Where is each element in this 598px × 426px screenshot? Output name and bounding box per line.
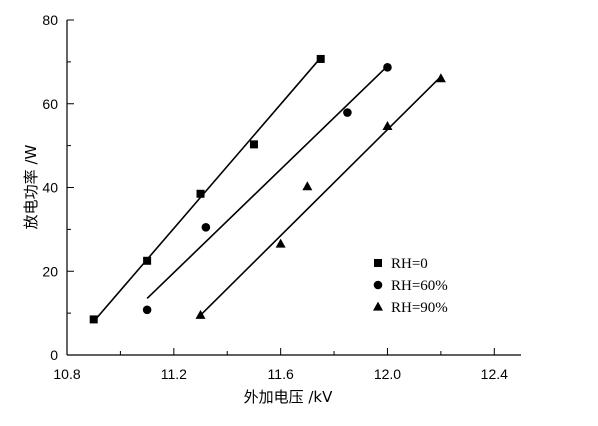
legend-marker-triangle — [373, 301, 383, 311]
y-axis-title: 放电功率 /W — [22, 145, 40, 230]
fit-line-triangle — [199, 75, 442, 316]
x-tick-label: 12.0 — [374, 366, 401, 382]
axes: 10.8 11.2 11.6 12.0 12.4 0 20 40 60 80 — [42, 12, 521, 382]
data-markers — [89, 54, 446, 324]
data-point-square — [89, 315, 98, 324]
legend-label: RH=0 — [391, 256, 428, 272]
y-tick-label: 20 — [42, 263, 58, 279]
data-point-circle — [343, 108, 352, 117]
x-tick-label: 12.4 — [481, 366, 508, 382]
legend-label: RH=60% — [391, 278, 448, 294]
legend: RH=0 RH=60% RH=90% — [373, 256, 448, 316]
x-tick-label: 10.8 — [53, 366, 80, 382]
x-tick-label: 11.6 — [268, 366, 294, 382]
data-point-triangle — [382, 120, 393, 130]
legend-marker-square — [374, 259, 382, 267]
x-tick-label: 11.2 — [161, 366, 187, 382]
y-tick-label: 0 — [50, 347, 58, 363]
data-point-circle — [142, 305, 152, 315]
data-point-triangle — [435, 73, 446, 83]
x-axis-title: 外加电压 /kV — [244, 388, 334, 406]
y-tick-label: 60 — [42, 96, 58, 112]
legend-label: RH=90% — [391, 300, 448, 316]
fit-line-circle — [146, 65, 389, 300]
data-point-circle — [201, 222, 211, 232]
fit-line-square — [93, 57, 322, 323]
data-point-square — [249, 140, 258, 149]
data-point-triangle — [195, 309, 206, 319]
data-point-triangle — [275, 238, 286, 248]
y-tick-label: 80 — [42, 12, 58, 28]
data-point-square — [143, 256, 152, 265]
y-tick-label: 40 — [42, 180, 58, 196]
data-point-circle — [383, 63, 392, 72]
data-point-square — [196, 189, 205, 198]
data-point-triangle — [302, 181, 313, 191]
legend-marker-circle — [373, 280, 383, 290]
fit-lines — [93, 57, 442, 323]
data-point-square — [316, 54, 325, 63]
